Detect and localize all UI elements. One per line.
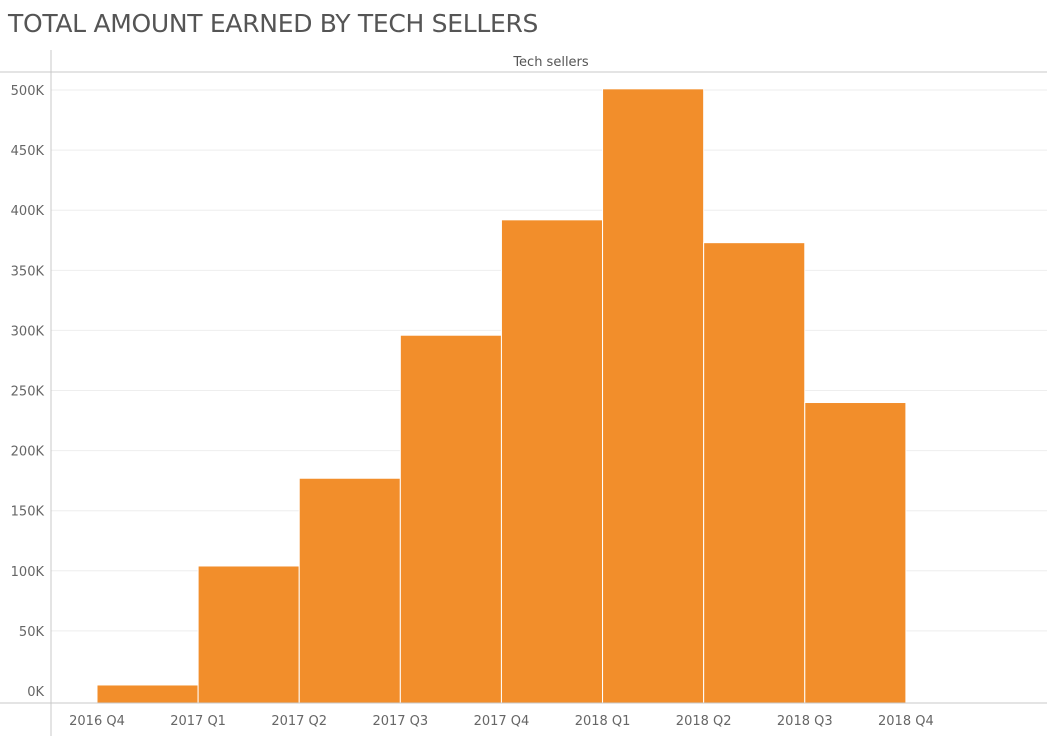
y-tick-label: 200K [11, 445, 45, 460]
y-tick-label: 100K [11, 565, 45, 580]
bars [96, 88, 907, 704]
x-tick-label: 2018 Q2 [676, 714, 732, 729]
x-tick-label: 2016 Q4 [69, 714, 125, 729]
chart-title: TOTAL AMOUNT EARNED BY TECH SELLERS [8, 9, 539, 38]
y-tick-label: 450K [11, 144, 45, 159]
x-tick-label: 2017 Q1 [170, 714, 226, 729]
y-axis: 0K 50K 100K 150K 200K 250K 300K 350K 400K 450K 500… [11, 84, 45, 700]
bar[interactable] [703, 242, 806, 704]
bar[interactable] [602, 88, 705, 704]
x-tick-label: 2018 Q1 [575, 714, 631, 729]
y-tick-label: 150K [11, 505, 45, 520]
x-tick-label: 2017 Q3 [372, 714, 428, 729]
x-tick-label: 2018 Q4 [878, 714, 934, 729]
pane-header: Tech sellers [512, 55, 589, 70]
bar[interactable] [399, 334, 502, 704]
bar[interactable] [96, 684, 199, 704]
x-tick-label: 2018 Q3 [777, 714, 833, 729]
y-tick-label: 500K [11, 84, 45, 99]
bar[interactable] [298, 477, 401, 704]
x-tick-label: 2017 Q2 [271, 714, 327, 729]
bar[interactable] [804, 402, 907, 704]
y-tick-label: 50K [19, 625, 45, 640]
bar[interactable] [500, 219, 604, 704]
frame [0, 50, 1047, 736]
y-tick-label: 300K [11, 324, 45, 339]
y-tick-label: 250K [11, 385, 45, 400]
y-tick-label: 350K [11, 264, 45, 279]
y-tick-label: 400K [11, 204, 45, 219]
x-tick-label: 2017 Q4 [474, 714, 530, 729]
y-tick-label: 0K [27, 685, 44, 700]
bar[interactable] [197, 565, 300, 704]
x-axis: 2016 Q4 2017 Q1 2017 Q2 2017 Q3 2017 Q4 2018 … [69, 714, 934, 729]
